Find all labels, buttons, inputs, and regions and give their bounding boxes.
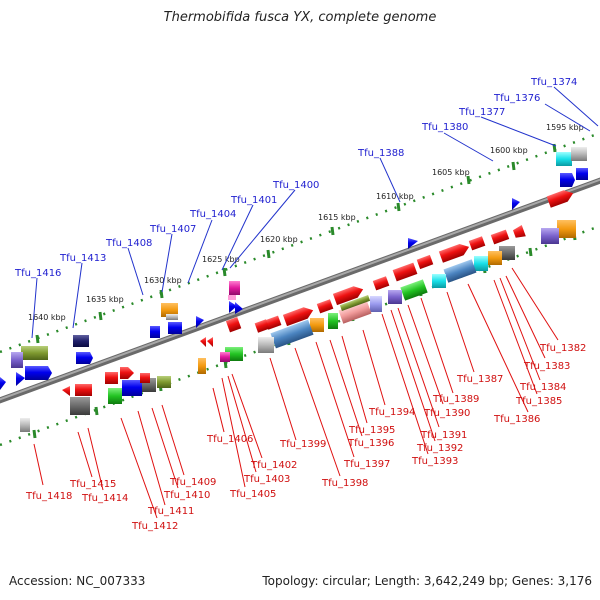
gene-label-tfu-1405: Tfu_1405 (229, 489, 276, 500)
gene-features-lower (20, 220, 576, 432)
top-gene-connectors (31, 86, 599, 339)
gene-label-tfu-1394: Tfu_1394 (368, 407, 415, 418)
gene-label-tfu-1408: Tfu_1408 (105, 238, 152, 249)
gene-label-tfu-1416: Tfu_1416 (14, 268, 61, 279)
gene-label-tfu-1396: Tfu_1396 (347, 438, 394, 449)
gene-label-tfu-1406: Tfu_1406 (206, 434, 253, 445)
gene-label-tfu-1383: Tfu_1383 (523, 361, 570, 372)
gene-label-tfu-1387: Tfu_1387 (456, 374, 503, 385)
gene-label-tfu-1380: Tfu_1380 (421, 122, 468, 133)
gene-label-tfu-1390: Tfu_1390 (423, 408, 470, 419)
kbp-label: 1635 kbp (86, 295, 124, 304)
gene-label-tfu-1411: Tfu_1411 (147, 506, 194, 517)
gene-label-tfu-1398: Tfu_1398 (321, 478, 368, 489)
kbp-label: 1595 kbp (546, 123, 584, 132)
kbp-label: 1640 kbp (28, 313, 66, 322)
gene-label-tfu-1404: Tfu_1404 (189, 209, 236, 220)
gene-label-tfu-1388: Tfu_1388 (357, 148, 404, 159)
gene-label-tfu-1389: Tfu_1389 (432, 394, 479, 405)
kbp-label: 1605 kbp (432, 168, 470, 177)
gene-label-tfu-1391: Tfu_1391 (420, 430, 467, 441)
topology-label: Topology: circular; Length: 3,642,249 bp… (262, 574, 592, 588)
kbp-label: 1625 kbp (202, 255, 240, 264)
bottom-gene-connectors (33, 267, 559, 519)
kbp-label: 1600 kbp (490, 146, 528, 155)
gene-label-tfu-1414: Tfu_1414 (81, 493, 128, 504)
kbp-label: 1615 kbp (318, 213, 356, 222)
gene-label-tfu-1374: Tfu_1374 (530, 77, 577, 88)
gene-label-tfu-1407: Tfu_1407 (149, 224, 196, 235)
gene-label-tfu-1403: Tfu_1403 (243, 474, 290, 485)
gene-label-tfu-1395: Tfu_1395 (348, 425, 395, 436)
map-title: Thermobifida fusca YX, complete genome (163, 10, 437, 25)
gene-label-tfu-1392: Tfu_1392 (416, 443, 463, 454)
gene-label-tfu-1397: Tfu_1397 (343, 459, 390, 470)
gene-label-tfu-1409: Tfu_1409 (169, 477, 216, 488)
gene-label-tfu-1410: Tfu_1410 (163, 490, 210, 501)
bottom-gene-labels: Tfu_1382 Tfu_1383 Tfu_1384 Tfu_1385 Tfu_… (25, 343, 586, 532)
kbp-label: 1610 kbp (376, 192, 414, 201)
gene-label-tfu-1385: Tfu_1385 (515, 396, 562, 407)
gene-label-tfu-1418: Tfu_1418 (25, 491, 72, 502)
gene-features-upper (0, 147, 588, 390)
gene-label-tfu-1401: Tfu_1401 (230, 195, 277, 206)
gene-label-tfu-1413: Tfu_1413 (59, 253, 106, 264)
gene-label-tfu-1400: Tfu_1400 (272, 180, 319, 191)
gene-label-tfu-1382: Tfu_1382 (539, 343, 586, 354)
gene-label-tfu-1412: Tfu_1412 (131, 521, 178, 532)
genome-backbone (0, 177, 600, 404)
gene-label-tfu-1377: Tfu_1377 (458, 107, 505, 118)
kbp-label: 1630 kbp (144, 276, 182, 285)
kbp-labels: 1595 kbp 1600 kbp 1605 kbp 1610 kbp 1615… (28, 123, 584, 322)
gene-label-tfu-1386: Tfu_1386 (493, 414, 540, 425)
accession-label: Accession: NC_007333 (9, 574, 146, 588)
gene-label-tfu-1402: Tfu_1402 (250, 460, 297, 471)
kbp-label: 1620 kbp (260, 235, 298, 244)
gene-label-tfu-1415: Tfu_1415 (69, 479, 116, 490)
gene-label-tfu-1376: Tfu_1376 (493, 93, 540, 104)
major-ticks-top (35, 143, 557, 344)
gene-label-tfu-1384: Tfu_1384 (519, 382, 566, 393)
gene-label-tfu-1399: Tfu_1399 (279, 439, 326, 450)
top-gene-labels: Tfu_1374 Tfu_1376 Tfu_1377 Tfu_1380 Tfu_… (14, 77, 577, 279)
gene-label-tfu-1393: Tfu_1393 (411, 456, 458, 467)
